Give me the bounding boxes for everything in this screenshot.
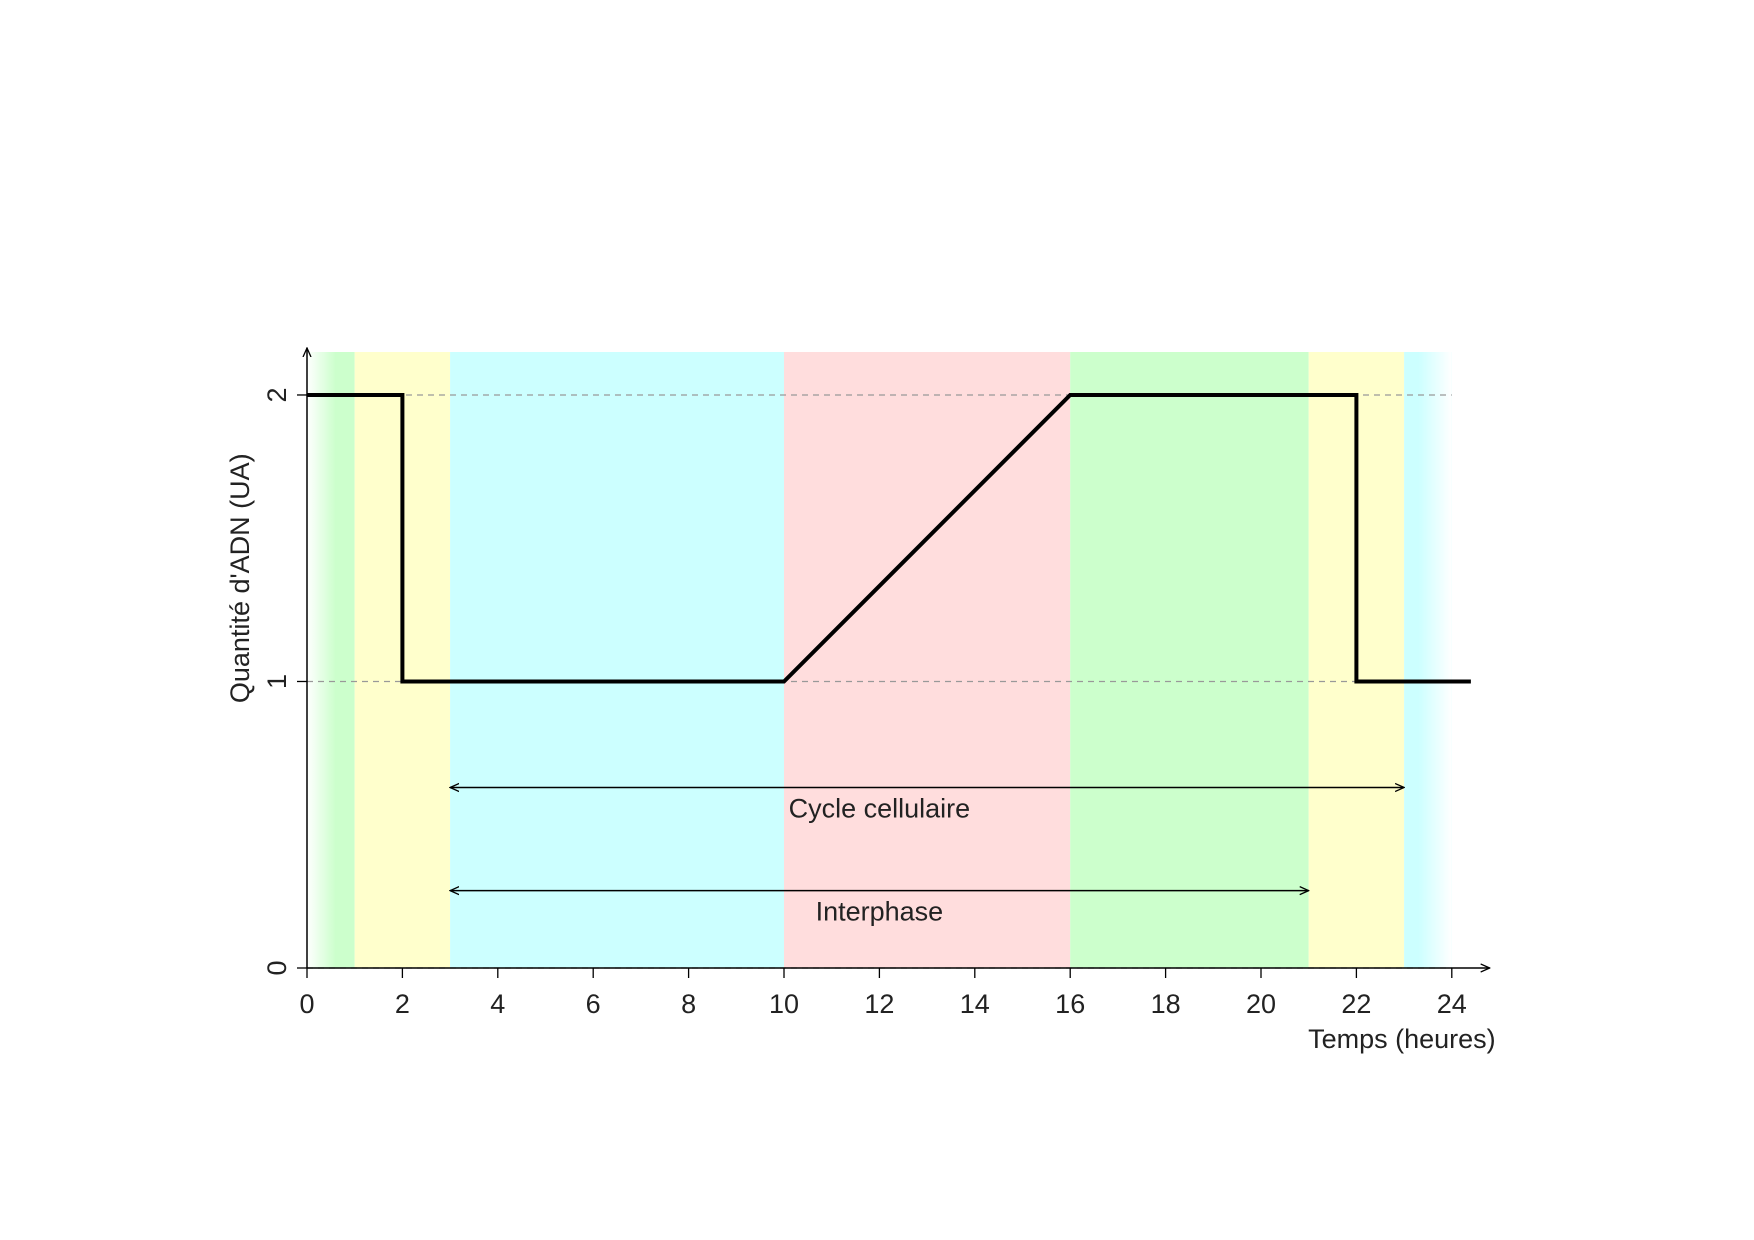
annotation-label: Cycle cellulaire	[789, 793, 971, 823]
dna-line	[307, 392, 1471, 684]
x-tick-label: 24	[1437, 989, 1467, 1019]
y-tick-label: 2	[262, 387, 292, 402]
x-tick-label: 20	[1246, 989, 1276, 1019]
x-tick-label: 12	[864, 989, 894, 1019]
x-tick-label: 8	[681, 989, 696, 1019]
annotation-label: Interphase	[816, 897, 944, 927]
x-tick-label: 16	[1055, 989, 1085, 1019]
x-tick-label: 10	[769, 989, 799, 1019]
band-fade	[1404, 352, 1452, 968]
phase-band	[1070, 352, 1309, 968]
x-tick-label: 2	[395, 989, 410, 1019]
y-tick-label: 1	[262, 674, 292, 689]
x-tick-label: 22	[1341, 989, 1371, 1019]
band-fade	[307, 352, 355, 968]
phase-band	[450, 352, 784, 968]
phase-band	[784, 352, 1071, 968]
x-tick-label: 18	[1151, 989, 1181, 1019]
x-tick-label: 0	[299, 989, 314, 1019]
x-tick-label: 6	[586, 989, 601, 1019]
x-tick-label: 4	[490, 989, 505, 1019]
x-axis-label: Temps (heures)	[1308, 1024, 1496, 1054]
x-tick-label: 14	[960, 989, 990, 1019]
y-axis-label: Quantité d'ADN (UA)	[225, 453, 255, 703]
y-tick-label: 0	[262, 960, 292, 975]
